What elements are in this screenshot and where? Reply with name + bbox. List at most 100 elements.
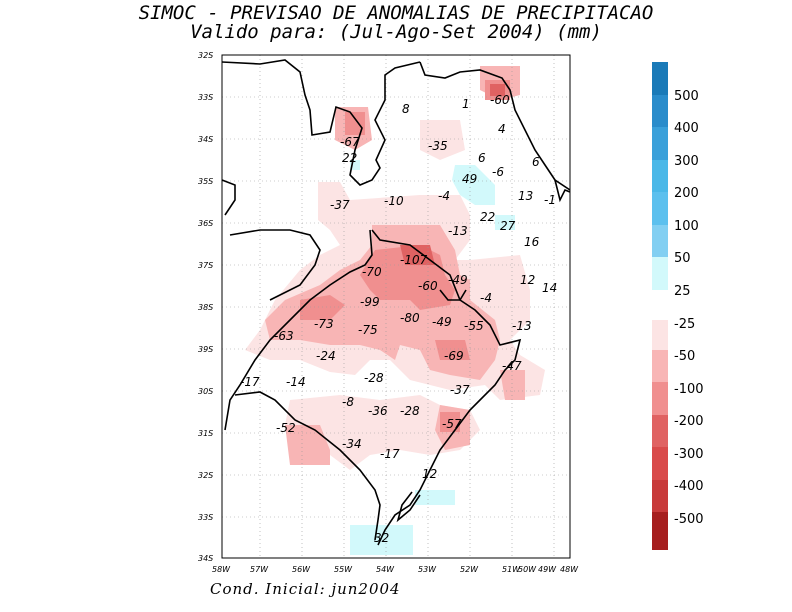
map-value: -14 bbox=[286, 375, 306, 389]
legend-label: -100 bbox=[674, 382, 704, 397]
lat-tick: 36S bbox=[198, 219, 213, 228]
legend-label: -400 bbox=[674, 479, 704, 494]
legend-swatch bbox=[652, 95, 668, 127]
legend-label: -50 bbox=[674, 349, 695, 364]
map-value: -4 bbox=[480, 291, 492, 305]
border-line bbox=[224, 229, 373, 431]
map-value: -75 bbox=[358, 323, 378, 337]
lat-tick: 35S bbox=[198, 177, 213, 186]
legend-label: 100 bbox=[674, 219, 699, 234]
map-value: 6 bbox=[532, 155, 540, 169]
lat-tick: 33S bbox=[198, 93, 213, 102]
map-value: 12 bbox=[422, 467, 437, 481]
legend-swatch bbox=[652, 447, 668, 480]
map-value: 22 bbox=[480, 210, 495, 224]
map-value: -8 bbox=[342, 395, 354, 409]
border-line bbox=[396, 491, 421, 523]
legend-label: 25 bbox=[674, 284, 691, 299]
legend-label: -500 bbox=[674, 512, 704, 527]
political-borders bbox=[221, 59, 571, 546]
lat-tick: 34S bbox=[198, 135, 213, 144]
lon-tick: 58W bbox=[212, 565, 231, 574]
map-value-labels: 8 1 -60 4 -67 -35 22 6 -6 6 49 -4 13 -1 … bbox=[240, 93, 557, 545]
lat-tick: 32S bbox=[198, 51, 213, 60]
lon-tick: 54W bbox=[376, 565, 395, 574]
border-line bbox=[371, 229, 522, 546]
lon-tick: 57W bbox=[250, 565, 269, 574]
lat-tick: 32S bbox=[198, 471, 213, 480]
map-value: -24 bbox=[316, 349, 336, 363]
map-value: 32 bbox=[374, 531, 389, 545]
legend-swatch bbox=[652, 350, 668, 382]
map-value: -37 bbox=[450, 383, 470, 397]
map-value: -60 bbox=[418, 279, 438, 293]
anomaly-patches bbox=[245, 66, 545, 555]
map-value: -49 bbox=[448, 273, 468, 287]
lon-tick: 55W bbox=[334, 565, 353, 574]
map-value: 1 bbox=[462, 97, 470, 111]
legend-swatch bbox=[652, 512, 668, 550]
map-value: -1 bbox=[544, 193, 556, 207]
border-line bbox=[221, 59, 421, 186]
legend-positive: 500 400 300 200 100 50 25 bbox=[652, 62, 699, 299]
legend-label: -200 bbox=[674, 414, 704, 429]
map-value: -70 bbox=[362, 265, 382, 279]
map-value: -10 bbox=[384, 194, 404, 208]
map-value: -57 bbox=[442, 417, 462, 431]
legend-negative: -25 -50 -100 -200 -300 -400 -500 bbox=[652, 317, 704, 550]
map-value: 22 bbox=[342, 151, 357, 165]
map-value: -69 bbox=[444, 349, 464, 363]
map-value: -4 bbox=[438, 189, 450, 203]
lat-tick: 30S bbox=[198, 387, 213, 396]
legend-label: 400 bbox=[674, 121, 699, 136]
map-value: -73 bbox=[314, 317, 334, 331]
map-value: -28 bbox=[364, 371, 384, 385]
lat-tick: 39S bbox=[198, 345, 213, 354]
map-subtitle: Valido para: (Jul-Ago-Set 2004) (mm) bbox=[190, 21, 602, 43]
map-value: 13 bbox=[518, 189, 533, 203]
lat-tick: 31S bbox=[198, 429, 213, 438]
lat-tick: 37S bbox=[198, 261, 213, 270]
lat-axis: 32S 33S 34S 35S 36S 37S 38S 39S 30S 31S … bbox=[198, 51, 213, 563]
map-value: -63 bbox=[274, 329, 294, 343]
map-value: -17 bbox=[240, 375, 260, 389]
legend-label: 50 bbox=[674, 251, 691, 266]
legend-swatch bbox=[652, 415, 668, 447]
map-value: -35 bbox=[428, 139, 448, 153]
map-value: 49 bbox=[462, 172, 477, 186]
lon-axis: 58W 57W 56W 55W 54W 53W 52W 51W 50W 49W … bbox=[212, 565, 579, 574]
legend-label: 200 bbox=[674, 186, 699, 201]
map-value: -13 bbox=[512, 319, 532, 333]
map-value: -36 bbox=[368, 404, 388, 418]
legend-swatch bbox=[652, 382, 668, 415]
lon-tick: 53W bbox=[418, 565, 437, 574]
lat-tick: 34S bbox=[198, 554, 213, 563]
border-line bbox=[554, 179, 571, 203]
legend-swatch bbox=[652, 127, 668, 160]
legend-label: 500 bbox=[674, 89, 699, 104]
lon-tick: 50W bbox=[518, 565, 537, 574]
map-value: -49 bbox=[432, 315, 452, 329]
map-value: 4 bbox=[498, 122, 506, 136]
map-value: -80 bbox=[400, 311, 420, 325]
initial-condition-caption: Cond. Inicial: jun2004 bbox=[210, 580, 401, 598]
map-value: 16 bbox=[524, 235, 540, 249]
border-line bbox=[234, 391, 381, 541]
legend-swatch bbox=[652, 320, 668, 350]
border-line bbox=[419, 61, 571, 191]
map-value: 14 bbox=[542, 281, 557, 295]
map-value: -52 bbox=[276, 421, 296, 435]
map-value: -67 bbox=[340, 135, 360, 149]
legend-label: -25 bbox=[674, 317, 695, 332]
lon-tick: 51W bbox=[502, 565, 521, 574]
border-line bbox=[229, 229, 321, 301]
patch-neg-core bbox=[400, 84, 505, 265]
map-title: SIMOC - PREVISAO DE ANOMALIAS DE PRECIPI… bbox=[138, 2, 654, 24]
map-value: 12 bbox=[520, 273, 535, 287]
map-value: -47 bbox=[502, 359, 522, 373]
legend-swatch bbox=[652, 192, 668, 225]
map-value: -34 bbox=[342, 437, 362, 451]
legend-label: -300 bbox=[674, 447, 704, 462]
map-value: -17 bbox=[380, 447, 400, 461]
